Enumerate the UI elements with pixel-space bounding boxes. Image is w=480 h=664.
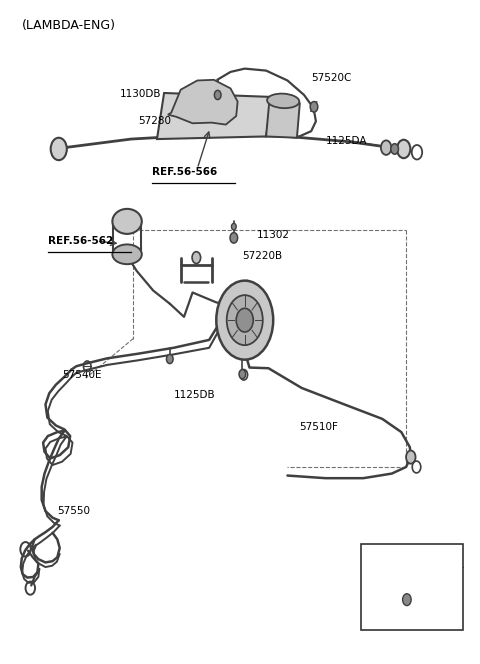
- Ellipse shape: [267, 94, 300, 108]
- Circle shape: [167, 355, 173, 364]
- Text: REF.56-566: REF.56-566: [152, 167, 217, 177]
- Text: 1125KD: 1125KD: [391, 554, 432, 564]
- Text: 57520C: 57520C: [311, 74, 351, 84]
- Polygon shape: [266, 100, 300, 137]
- Circle shape: [231, 223, 236, 230]
- Circle shape: [216, 281, 273, 360]
- Text: 57540E: 57540E: [62, 370, 102, 380]
- Text: 57220B: 57220B: [242, 251, 283, 261]
- Bar: [361, 544, 463, 629]
- Circle shape: [227, 295, 263, 345]
- Polygon shape: [157, 93, 272, 139]
- Circle shape: [230, 232, 238, 243]
- Polygon shape: [168, 80, 238, 125]
- Circle shape: [403, 594, 411, 606]
- Text: 11302: 11302: [257, 230, 289, 240]
- Text: 1130DB: 1130DB: [120, 88, 162, 99]
- Circle shape: [239, 370, 246, 378]
- Circle shape: [310, 102, 318, 112]
- Circle shape: [381, 140, 391, 155]
- Text: 57280: 57280: [138, 116, 171, 126]
- Circle shape: [51, 137, 67, 160]
- Text: (LAMBDA-ENG): (LAMBDA-ENG): [22, 19, 116, 33]
- Text: 1125DB: 1125DB: [174, 390, 215, 400]
- Text: 1125DA: 1125DA: [325, 136, 367, 146]
- Text: REF.56-562: REF.56-562: [48, 236, 113, 246]
- Ellipse shape: [112, 209, 142, 234]
- Circle shape: [397, 139, 410, 158]
- Circle shape: [215, 90, 221, 100]
- Text: 1125KD: 1125KD: [383, 552, 424, 562]
- Text: 57550: 57550: [57, 506, 90, 516]
- Circle shape: [236, 308, 253, 332]
- Circle shape: [192, 252, 201, 264]
- Ellipse shape: [112, 244, 142, 264]
- Circle shape: [391, 143, 398, 154]
- Text: 57510F: 57510F: [300, 422, 338, 432]
- Circle shape: [406, 450, 416, 463]
